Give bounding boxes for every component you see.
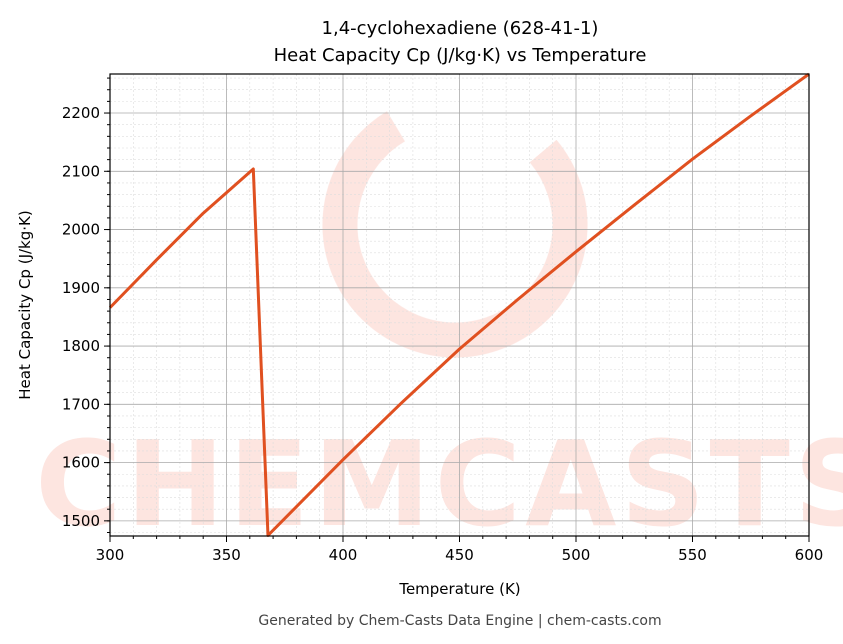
tick-label-y: 1800 bbox=[62, 337, 100, 355]
tick-label-x: 400 bbox=[329, 546, 358, 564]
y-axis-label: Heat Capacity Cp (J/kg·K) bbox=[16, 210, 34, 399]
tick-label-y: 2100 bbox=[62, 162, 100, 180]
footer: Generated by Chem-Casts Data Engine | ch… bbox=[258, 613, 661, 629]
tick-label-y: 2200 bbox=[62, 104, 100, 122]
tick-label-y: 1600 bbox=[62, 454, 100, 472]
watermark: CHEMCASTS bbox=[35, 92, 843, 553]
chart-subtitle: Heat Capacity Cp (J/kg·K) vs Temperature bbox=[274, 45, 647, 66]
x-axis-label: Temperature (K) bbox=[398, 580, 520, 598]
tick-label-x: 500 bbox=[562, 546, 591, 564]
tick-label-x: 550 bbox=[678, 546, 707, 564]
chart-title: 1,4-cyclohexadiene (628-41-1) bbox=[322, 18, 599, 39]
tick-label-x: 450 bbox=[445, 546, 474, 564]
tick-label-y: 1900 bbox=[62, 279, 100, 297]
tick-label-y: 1500 bbox=[62, 512, 100, 530]
tick-label-x: 600 bbox=[795, 546, 824, 564]
tick-label-x: 350 bbox=[212, 546, 241, 564]
tick-label-y: 2000 bbox=[62, 221, 100, 239]
series-line-cp bbox=[108, 72, 810, 537]
tick-label-x: 300 bbox=[96, 546, 125, 564]
tick-label-y: 1700 bbox=[62, 395, 100, 413]
svg-text:CHEMCASTS: CHEMCASTS bbox=[35, 415, 843, 553]
